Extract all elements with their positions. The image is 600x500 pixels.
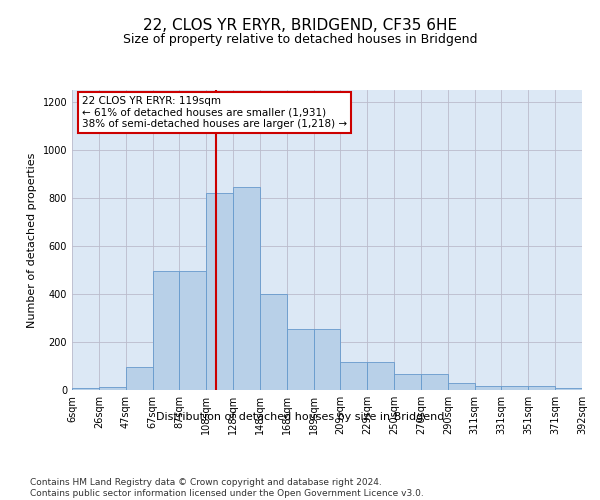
Bar: [206, 193, 233, 390]
Text: Distribution of detached houses by size in Bridgend: Distribution of detached houses by size …: [156, 412, 444, 422]
Bar: [502, 386, 529, 390]
Bar: [421, 374, 448, 390]
Bar: [72, 388, 99, 390]
Text: 22 CLOS YR ERYR: 119sqm
← 61% of detached houses are smaller (1,931)
38% of semi: 22 CLOS YR ERYR: 119sqm ← 61% of detache…: [82, 96, 347, 129]
Bar: [394, 374, 421, 390]
Text: Contains HM Land Registry data © Crown copyright and database right 2024.
Contai: Contains HM Land Registry data © Crown c…: [30, 478, 424, 498]
Bar: [233, 187, 260, 390]
Bar: [179, 271, 206, 390]
Bar: [99, 387, 125, 390]
Bar: [448, 383, 475, 390]
Bar: [555, 388, 582, 390]
Bar: [529, 386, 555, 390]
Bar: [152, 271, 179, 390]
Bar: [340, 362, 367, 390]
Bar: [367, 362, 394, 390]
Text: 22, CLOS YR ERYR, BRIDGEND, CF35 6HE: 22, CLOS YR ERYR, BRIDGEND, CF35 6HE: [143, 18, 457, 32]
Bar: [287, 329, 314, 390]
Bar: [475, 386, 502, 390]
Bar: [125, 367, 152, 390]
Text: Size of property relative to detached houses in Bridgend: Size of property relative to detached ho…: [123, 32, 477, 46]
Bar: [260, 294, 287, 390]
Bar: [314, 329, 340, 390]
Y-axis label: Number of detached properties: Number of detached properties: [27, 152, 37, 328]
